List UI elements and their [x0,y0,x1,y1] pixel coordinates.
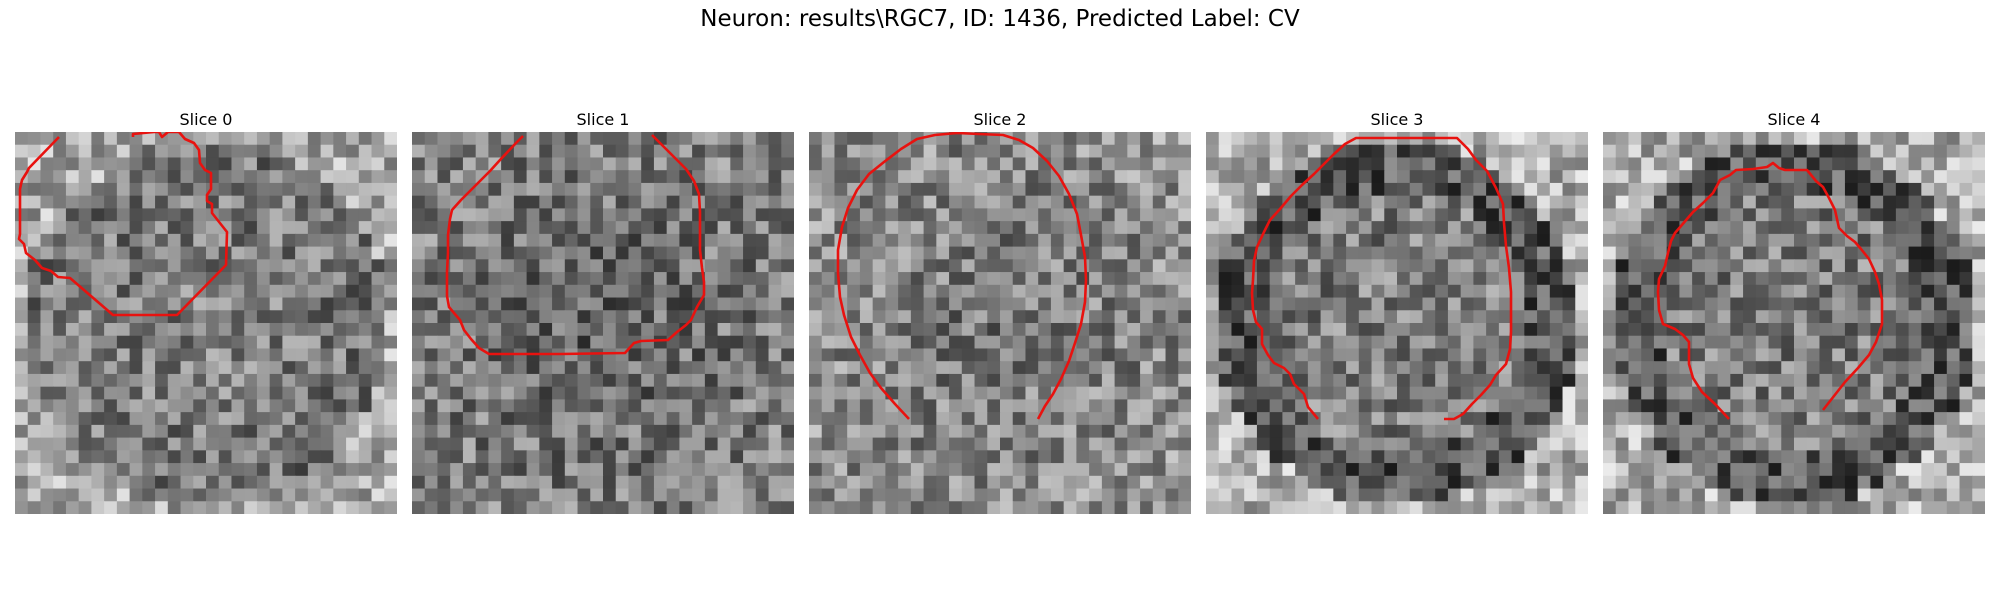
slice-title: Slice 4 [1767,110,1821,129]
cell-contour [1250,136,1513,421]
slice-panel-3: Slice 3 [1206,108,1588,514]
slice-panel-4: Slice 4 [1603,108,1985,514]
figure-title: Neuron: results\RGC7, ID: 1436, Predicte… [700,6,1300,32]
pixel-grid [809,132,1191,514]
slice-title: Slice 3 [1370,110,1424,129]
slice-panel-0: Slice 0 [15,108,397,514]
cell-contour [17,132,229,317]
slice-image [15,132,397,514]
cell-contour [445,134,706,356]
slice-image [412,132,794,514]
slice-title: Slice 0 [179,110,233,129]
pixel-grid [412,132,794,514]
slice-title: Slice 1 [576,110,630,129]
cell-contour [1656,161,1884,420]
slice-title: Slice 2 [973,110,1027,129]
pixel-grid [1206,132,1588,514]
slice-image [1206,132,1588,514]
cell-contour [836,132,1088,420]
slice-image [1603,132,1985,514]
pixel-grid [1603,132,1985,514]
slice-image [809,132,1191,514]
pixel-grid [15,132,397,514]
slice-panel-2: Slice 2 [809,108,1191,514]
slice-panel-1: Slice 1 [412,108,794,514]
